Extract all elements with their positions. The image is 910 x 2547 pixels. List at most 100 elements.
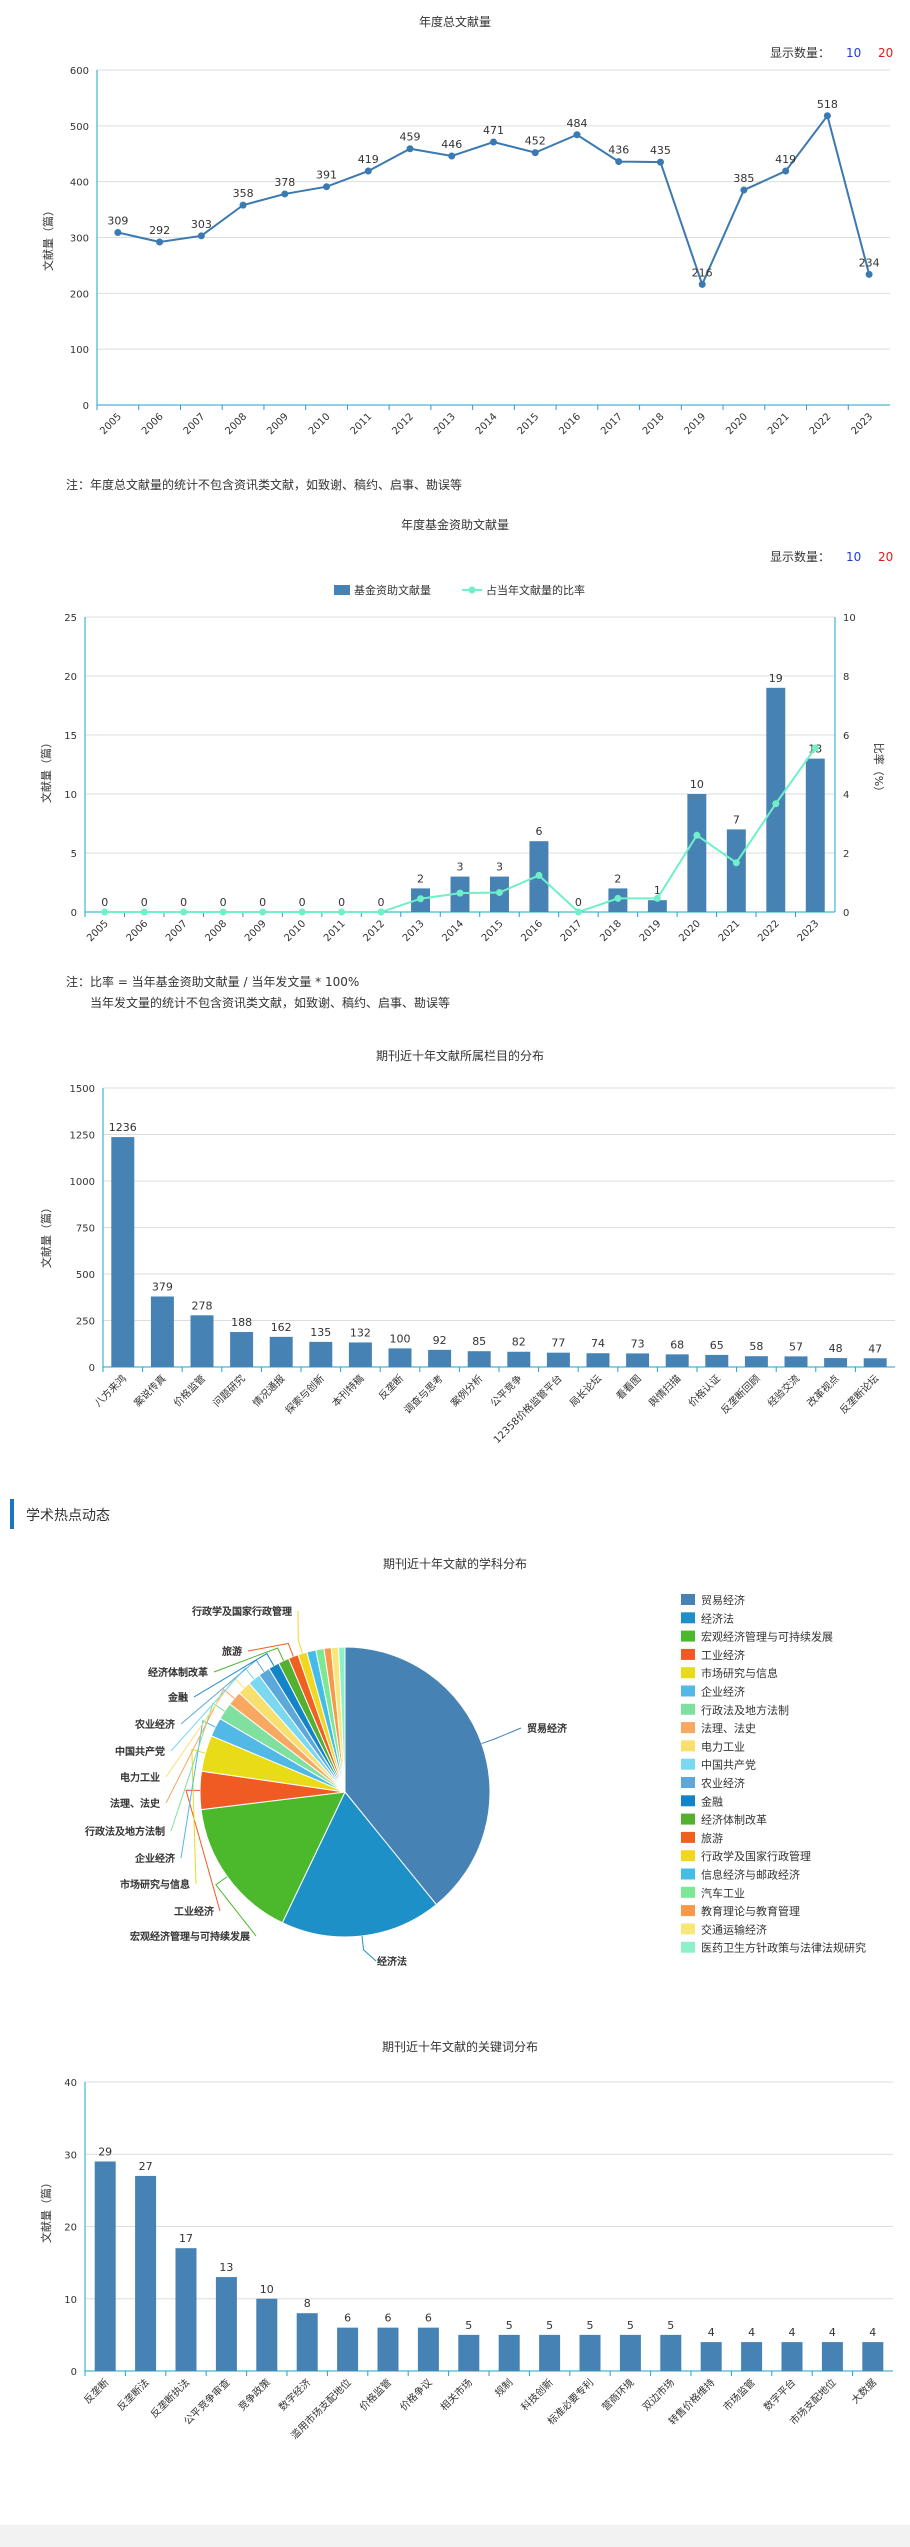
- bar[interactable]: [805, 758, 825, 912]
- bar[interactable]: [256, 2298, 278, 2371]
- bar[interactable]: [467, 1351, 491, 1367]
- data-point[interactable]: [239, 201, 247, 209]
- legend-label[interactable]: 信息经济与邮政经济: [701, 1868, 800, 1882]
- bar[interactable]: [824, 1358, 848, 1367]
- bar[interactable]: [619, 2334, 641, 2371]
- bar[interactable]: [687, 794, 707, 912]
- bar[interactable]: [766, 687, 786, 912]
- legend-swatch[interactable]: [681, 1850, 695, 1862]
- bar[interactable]: [862, 2342, 884, 2371]
- ratio-point[interactable]: [259, 908, 267, 916]
- display-count-20[interactable]: 20: [878, 550, 893, 564]
- bar[interactable]: [348, 1342, 372, 1367]
- data-point[interactable]: [156, 238, 164, 246]
- legend-label[interactable]: 经济法: [701, 1611, 734, 1625]
- bar[interactable]: [700, 2342, 722, 2371]
- ratio-point[interactable]: [456, 889, 464, 897]
- pie-slice[interactable]: [281, 1791, 438, 1938]
- legend-label[interactable]: 农业经济: [701, 1776, 745, 1790]
- data-point[interactable]: [323, 183, 331, 191]
- bar[interactable]: [579, 2334, 601, 2371]
- ratio-point[interactable]: [574, 908, 582, 916]
- bar[interactable]: [230, 1332, 254, 1367]
- data-point[interactable]: [364, 167, 372, 175]
- bar[interactable]: [215, 2277, 237, 2371]
- ratio-point[interactable]: [693, 831, 701, 839]
- data-point[interactable]: [573, 131, 581, 139]
- legend-swatch[interactable]: [681, 1868, 695, 1880]
- legend-label[interactable]: 旅游: [701, 1831, 723, 1845]
- bar[interactable]: [705, 1354, 729, 1367]
- data-point[interactable]: [698, 280, 706, 288]
- legend-swatch[interactable]: [681, 1758, 695, 1770]
- bar[interactable]: [377, 2327, 399, 2371]
- legend-swatch[interactable]: [681, 1941, 695, 1953]
- bar[interactable]: [296, 2313, 318, 2371]
- data-point[interactable]: [740, 186, 748, 194]
- ratio-point[interactable]: [219, 908, 227, 916]
- legend-swatch[interactable]: [681, 1667, 695, 1679]
- legend-label[interactable]: 中国共产党: [701, 1758, 756, 1772]
- display-count-20[interactable]: 20: [878, 46, 893, 60]
- data-point[interactable]: [448, 152, 456, 160]
- bar[interactable]: [665, 1354, 689, 1367]
- legend-bar-label[interactable]: 基金资助文献量: [354, 583, 431, 597]
- ratio-point[interactable]: [772, 800, 780, 808]
- bar[interactable]: [647, 900, 667, 912]
- legend-bar-swatch[interactable]: [334, 585, 350, 595]
- bar[interactable]: [586, 1353, 610, 1367]
- legend-line-label[interactable]: 占当年文献量的比率: [486, 583, 585, 597]
- legend-label[interactable]: 工业经济: [701, 1648, 745, 1662]
- bar[interactable]: [741, 2342, 763, 2371]
- legend-swatch[interactable]: [681, 1795, 695, 1807]
- bar[interactable]: [660, 2334, 682, 2371]
- ratio-point[interactable]: [377, 908, 385, 916]
- legend-swatch[interactable]: [681, 1612, 695, 1624]
- ratio-point[interactable]: [495, 889, 503, 897]
- data-point[interactable]: [823, 112, 831, 120]
- pie-slice[interactable]: [200, 1791, 346, 1924]
- legend-label[interactable]: 教育理论与教育管理: [701, 1904, 800, 1918]
- bar[interactable]: [135, 2175, 157, 2371]
- legend-swatch[interactable]: [681, 1648, 695, 1660]
- bar[interactable]: [784, 1356, 808, 1367]
- bar[interactable]: [726, 829, 746, 912]
- ratio-point[interactable]: [614, 894, 622, 902]
- legend-label[interactable]: 金融: [701, 1794, 723, 1808]
- bar[interactable]: [744, 1356, 768, 1367]
- data-point[interactable]: [490, 138, 497, 146]
- legend-swatch[interactable]: [681, 1630, 695, 1642]
- data-point[interactable]: [281, 190, 289, 198]
- ratio-point[interactable]: [140, 908, 148, 916]
- legend-label[interactable]: 医药卫生方针政策与法律法规研究: [701, 1941, 866, 1955]
- bar[interactable]: [309, 1341, 333, 1367]
- ratio-point[interactable]: [732, 859, 740, 867]
- legend-label[interactable]: 电力工业: [701, 1740, 745, 1753]
- data-point[interactable]: [656, 158, 664, 166]
- ratio-point[interactable]: [535, 871, 543, 879]
- bar[interactable]: [821, 2342, 843, 2371]
- legend-swatch[interactable]: [681, 1685, 695, 1697]
- legend-label[interactable]: 企业经济: [701, 1685, 745, 1699]
- data-point[interactable]: [406, 145, 414, 153]
- bar[interactable]: [458, 2334, 480, 2371]
- legend-label[interactable]: 法理、法史: [701, 1721, 756, 1735]
- bar[interactable]: [190, 1315, 214, 1367]
- legend-swatch[interactable]: [681, 1831, 695, 1843]
- data-point[interactable]: [114, 228, 122, 236]
- legend-label[interactable]: 交通运输经济: [701, 1922, 767, 1936]
- legend-swatch[interactable]: [681, 1923, 695, 1935]
- legend-swatch[interactable]: [681, 1703, 695, 1715]
- legend-swatch[interactable]: [681, 1813, 695, 1825]
- legend-label[interactable]: 贸易经济: [701, 1593, 745, 1607]
- data-point[interactable]: [865, 270, 873, 278]
- data-point[interactable]: [782, 167, 790, 175]
- legend-label[interactable]: 行政学及国家行政管理: [701, 1849, 811, 1863]
- legend-label[interactable]: 宏观经济管理与可持续发展: [701, 1630, 833, 1644]
- bar[interactable]: [539, 2334, 561, 2371]
- display-count-10[interactable]: 10: [846, 550, 861, 564]
- legend-label[interactable]: 经济体制改革: [701, 1813, 767, 1827]
- data-point[interactable]: [615, 158, 623, 166]
- bar[interactable]: [111, 1137, 135, 1367]
- bar[interactable]: [94, 2161, 116, 2371]
